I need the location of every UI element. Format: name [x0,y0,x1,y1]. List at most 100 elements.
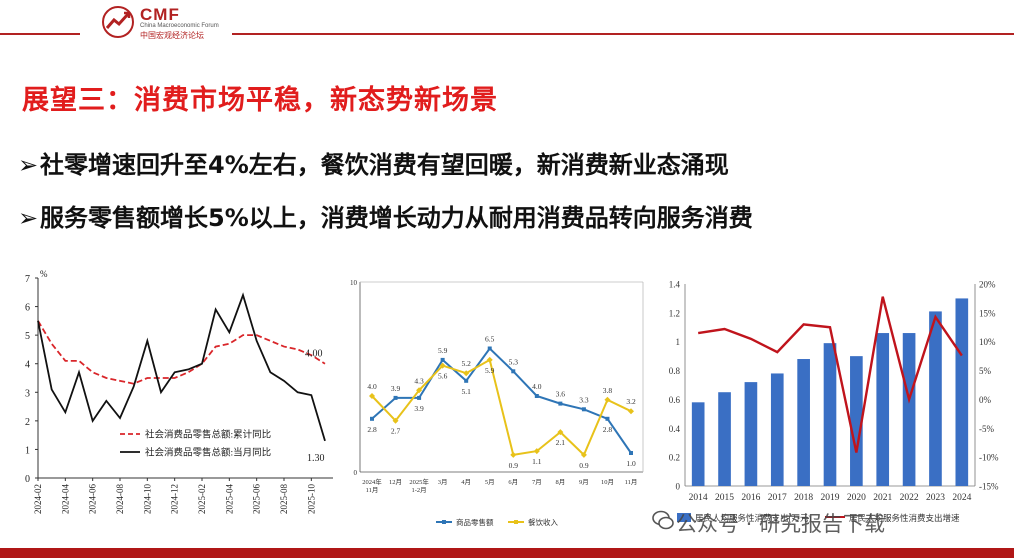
y-tick-label-left: 1.4 [669,280,681,290]
y-tick-label-right: 20% [979,280,996,290]
legend-swatch [677,513,691,522]
y-tick-label-right: -5% [979,424,994,434]
legend-marker [442,520,446,524]
y-tick-label: 6 [25,303,30,314]
legend-label: 居民人均服务性消费支出(万元) [695,513,811,523]
data-label: 0.9 [509,461,519,470]
data-point [463,370,470,377]
bar [797,359,810,486]
bar [929,311,942,486]
x-tick-label: 2025-02 [197,484,207,514]
bar [902,333,916,486]
series-line-2 [37,292,326,442]
watermark-text: 公众号 · 研究报告下载 [676,512,886,536]
growth-line [698,296,963,453]
x-tick-label: 2024-02 [33,484,43,514]
legend-label: 居民人均服务性消费支出增速 [849,513,960,523]
series-line-2 [371,358,632,457]
watermark: 公众号 · 研究报告下载 [648,508,885,538]
data-point [533,448,540,455]
series-line-1 [37,320,326,385]
logo-text: CMF China Macroeconomic Forum 中国宏观经济论坛 [140,5,219,41]
data-label: 2.1 [556,438,566,447]
x-tick-label: 2024-12 [170,484,180,514]
bar [744,382,758,486]
data-label: 5.9 [485,366,495,375]
data-point [370,416,374,421]
data-point [534,394,539,398]
y-tick-label-left: 1.2 [669,308,680,318]
y-tick-label: 0 [25,474,30,485]
x-tick-label: 5月 [485,478,495,486]
x-tick-label: 2022 [900,493,919,503]
x-tick-label: 12月 [389,478,402,486]
data-label: 5.6 [438,372,448,381]
x-tick-label: 2024年 [362,477,382,486]
logo-chinese: 中国宏观经济论坛 [140,31,204,40]
data-label: 1.0 [626,459,636,468]
data-label: 3.6 [556,390,566,399]
data-label: 3.9 [414,404,424,413]
data-label: 3.8 [603,386,613,395]
data-point [605,416,610,421]
x-tick-label: 2025-08 [279,484,289,514]
page-title: 展望三：消费市场平稳，新态势新场景 [22,85,498,116]
y-tick-label: 4 [25,360,30,371]
x-tick-label: 2024-08 [115,484,125,514]
legend-label: 商品零售额 [456,517,494,527]
retail-sales-growth-chart: 0 1 2 3 4 5 6 7 % 2024-02 2024-04 2024-06 2024-08 202… [25,269,333,514]
data-label: 5.3 [509,357,519,366]
bar [850,356,863,486]
data-point [628,408,634,415]
x-tick-label: 4月 [461,478,471,486]
legend-label: 社会消费品零售总额:累计同比 [145,429,271,441]
data-point [464,378,469,383]
x-tick-label: 2025-04 [224,484,234,514]
x-tick-label: 2017 [768,493,787,503]
arrow-bullet-icon: ➢ [18,204,39,232]
x-tick-label: 2020 [847,493,866,503]
bar [823,343,837,486]
data-label: 3.3 [579,395,589,404]
data-label: 3.9 [391,384,401,393]
y-tick-label-right: 5% [979,366,992,376]
data-label: 4.0 [532,382,542,391]
x-tick-label: 2024 [952,493,971,503]
x-tick-label: 2014 [689,493,708,503]
data-point [417,395,422,400]
footer-bar [0,548,1014,558]
y-tick-label-left: 0.4 [669,424,681,434]
data-label: 4.3 [414,376,424,385]
bar [955,298,969,486]
data-label: 0.9 [579,461,589,470]
header-rule-right [232,33,1014,35]
x-tick-label: 2024-06 [88,484,98,514]
logo-subtitle: China Macroeconomic Forum [140,23,219,29]
x-tick-label: 2024-04 [60,484,70,514]
x-tick-label: 9月 [579,478,589,486]
data-label: 4.0 [367,382,377,391]
y-tick-label-left: 0.8 [669,366,681,376]
data-point [486,356,493,363]
x-tick-label: 10月 [601,478,614,486]
x-tick-label: 2025-06 [252,484,262,514]
data-point [557,429,564,436]
x-tick-label: 8月 [555,478,565,486]
y-tick-label-right: 10% [979,337,996,347]
y-tick-label: 10 [350,279,358,287]
data-label: 5.9 [438,346,448,355]
bar [691,402,705,486]
data-label: 1.1 [532,457,542,466]
x-tick-label: 11月 [366,486,379,494]
data-label: 1.30 [307,453,325,464]
y-tick-label: 0 [354,469,358,477]
y-tick-label: 1 [25,445,30,456]
data-label: 3.2 [626,397,636,406]
data-label: 2.8 [367,425,377,434]
y-tick-label-left: 0.6 [669,395,681,405]
data-point [558,401,563,406]
bar [718,392,731,486]
x-tick-label: 2025-10 [306,484,316,514]
x-tick-label: 2019 [821,493,840,503]
